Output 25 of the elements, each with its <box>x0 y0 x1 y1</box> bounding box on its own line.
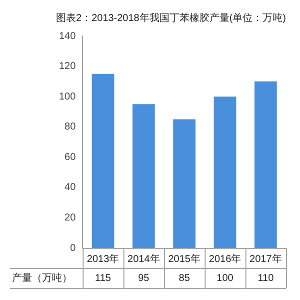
bar <box>132 104 155 248</box>
y-tick-label: 20 <box>64 212 76 224</box>
y-tick-label: 120 <box>58 61 76 72</box>
y-tick-label: 140 <box>58 30 76 42</box>
x-tick-label: 2013年 <box>86 252 120 265</box>
y-tick-label: 0 <box>70 242 76 254</box>
bar <box>92 74 114 248</box>
bar <box>173 119 196 248</box>
data-label: 110 <box>258 272 274 284</box>
y-tick-label: 60 <box>64 152 76 163</box>
bar <box>214 96 236 248</box>
x-tick-label: 2016年 <box>208 252 242 265</box>
y-tick-label: 80 <box>64 122 76 133</box>
x-tick-label: 2017年 <box>250 252 282 265</box>
data-label: 95 <box>138 272 150 284</box>
y-tick-label: 100 <box>58 91 76 102</box>
x-tick-label: 2014年 <box>128 252 160 265</box>
chart-title: 图表2：2013-2018年我国丁苯橡胶产量(单位：万吨) <box>56 12 286 24</box>
y-tick-label: 40 <box>64 182 76 194</box>
data-label: 85 <box>178 272 190 284</box>
x-tick-label: 2015年 <box>168 252 200 265</box>
data-label: 115 <box>95 272 112 284</box>
text: 产量（万吨） <box>12 272 72 284</box>
bar <box>254 81 277 248</box>
data-label: 100 <box>216 272 234 284</box>
